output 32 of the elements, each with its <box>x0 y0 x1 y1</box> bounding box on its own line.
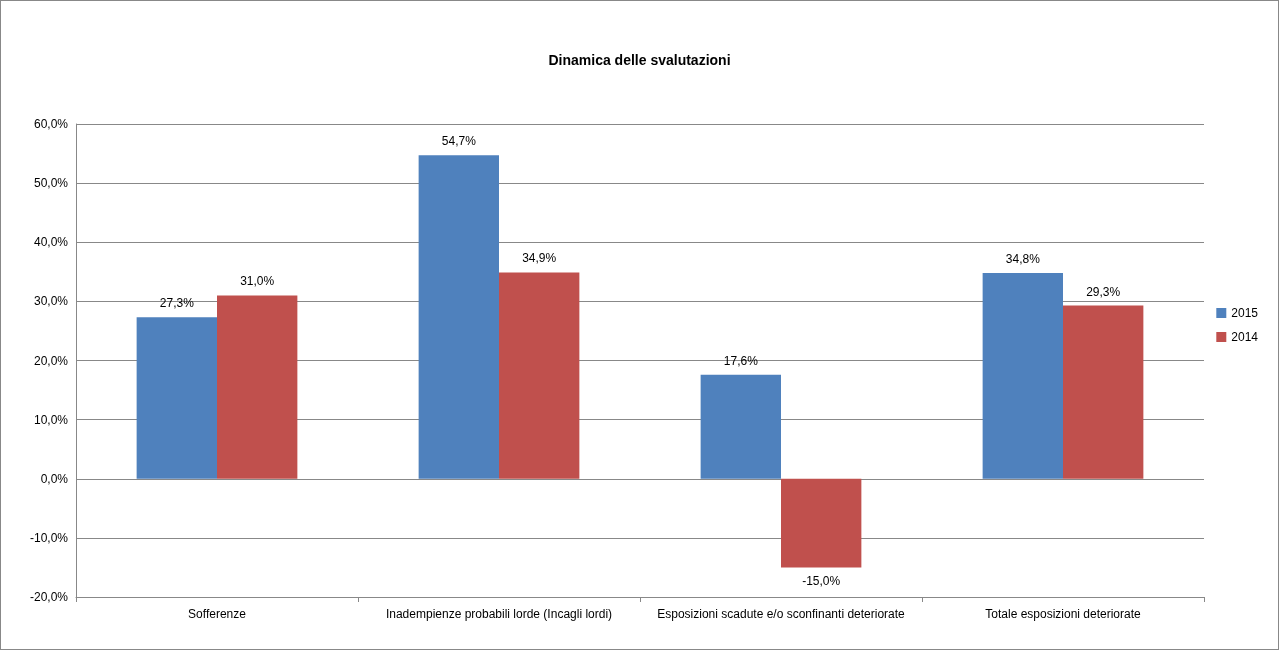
y-tick-label: 0,0% <box>40 471 69 486</box>
data-label: 29,3% <box>1086 284 1121 299</box>
legend-label: 2014 <box>1231 330 1259 344</box>
bar <box>781 478 862 568</box>
bar <box>499 272 580 479</box>
y-tick-label: 50,0% <box>33 176 69 191</box>
bar <box>136 317 217 479</box>
y-tick-label: 40,0% <box>33 235 69 250</box>
bar <box>982 273 1063 479</box>
data-label: 34,9% <box>522 251 557 266</box>
x-tick-label: Sofferenze <box>188 607 247 621</box>
data-label: 31,0% <box>240 274 275 289</box>
bar <box>418 155 499 479</box>
bar <box>700 374 781 479</box>
y-tick-label: 30,0% <box>33 294 69 309</box>
x-tick-label: Totale esposizioni deteriorate <box>985 607 1142 621</box>
data-label: 54,7% <box>441 134 477 149</box>
y-tick-label: -10,0% <box>29 530 69 545</box>
y-tick-label: 10,0% <box>33 412 69 427</box>
legend-label: 2015 <box>1231 306 1259 320</box>
bar <box>1063 305 1144 479</box>
x-tick-label: Esposizioni scadute e/o sconfinanti deteriorate <box>657 607 906 621</box>
x-tick-label: Inadempienze probabili lorde (Incagli lordi) <box>385 607 613 621</box>
data-label: 27,3% <box>159 296 195 311</box>
chart-title: Dinamica delle svalutazioni <box>548 52 731 68</box>
data-label: 17,6% <box>723 353 759 368</box>
y-tick-label: 20,0% <box>33 353 69 368</box>
data-label: 34,8% <box>1005 251 1041 266</box>
y-tick-label: 60,0% <box>33 117 69 131</box>
y-tick-label: -20,0% <box>29 590 69 604</box>
data-label: -15,0% <box>802 574 841 589</box>
bar <box>217 295 298 479</box>
